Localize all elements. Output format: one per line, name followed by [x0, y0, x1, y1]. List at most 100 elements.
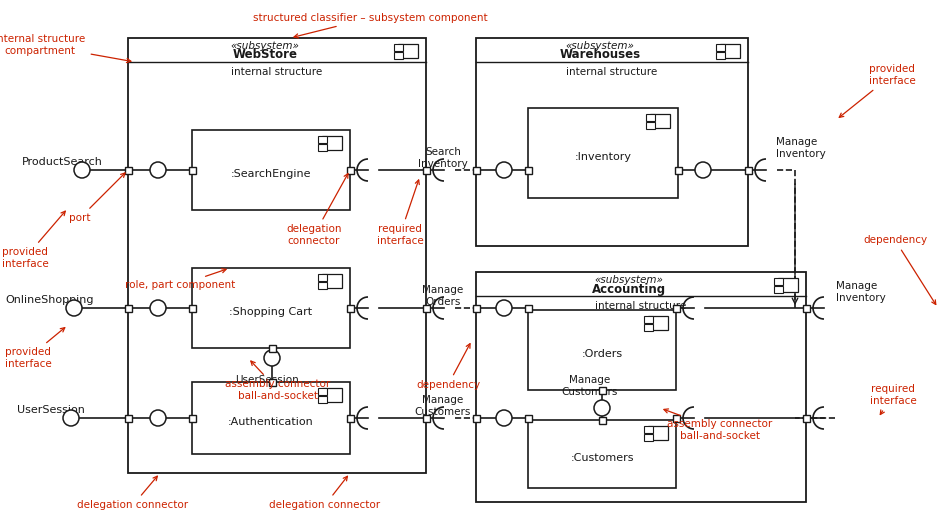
Bar: [128, 38, 426, 473]
Bar: [803, 415, 809, 421]
Bar: [716, 52, 725, 58]
Text: internal structure: internal structure: [231, 67, 322, 77]
Text: internal structure: internal structure: [567, 67, 658, 77]
Bar: [720, 44, 740, 58]
Bar: [192, 268, 350, 348]
Bar: [648, 426, 668, 440]
Bar: [318, 388, 327, 394]
Bar: [322, 388, 342, 402]
Text: provided
interface: provided interface: [839, 64, 916, 117]
Text: provided
interface: provided interface: [5, 328, 65, 369]
Bar: [347, 304, 353, 312]
Bar: [744, 167, 751, 173]
Text: Manage
Customers: Manage Customers: [562, 375, 619, 397]
Text: Manage
Inventory: Manage Inventory: [836, 281, 885, 303]
Bar: [644, 316, 653, 322]
Bar: [189, 304, 196, 312]
Bar: [124, 415, 132, 421]
Text: WebStore: WebStore: [232, 48, 297, 61]
Bar: [124, 304, 132, 312]
Text: :Customers: :Customers: [571, 453, 634, 463]
Text: :Orders: :Orders: [582, 349, 622, 359]
Text: Accounting: Accounting: [592, 282, 666, 295]
Bar: [644, 426, 653, 432]
Bar: [716, 43, 725, 51]
Bar: [774, 286, 783, 292]
Bar: [347, 167, 353, 173]
Bar: [774, 278, 783, 284]
Circle shape: [150, 300, 166, 316]
Bar: [192, 130, 350, 210]
Bar: [422, 167, 430, 173]
Bar: [644, 324, 653, 330]
Bar: [269, 378, 275, 386]
Bar: [528, 108, 678, 198]
Text: OnlineShopping: OnlineShopping: [6, 295, 94, 305]
Circle shape: [66, 300, 82, 316]
Circle shape: [63, 410, 79, 426]
Text: «subsystem»: «subsystem»: [230, 41, 300, 51]
Text: delegation connector: delegation connector: [270, 476, 381, 510]
Text: internal structure
compartment: internal structure compartment: [0, 34, 131, 63]
Bar: [192, 382, 350, 454]
Bar: [675, 167, 682, 173]
Bar: [394, 52, 403, 58]
Bar: [672, 304, 680, 312]
Bar: [599, 387, 605, 393]
Bar: [650, 114, 670, 128]
Bar: [318, 274, 327, 280]
Circle shape: [695, 162, 711, 178]
Text: UserSession: UserSession: [17, 405, 85, 415]
Circle shape: [496, 410, 512, 426]
Text: structured classifier – subsystem component: structured classifier – subsystem compon…: [253, 13, 487, 38]
Bar: [778, 278, 798, 292]
Bar: [473, 415, 479, 421]
Text: ProductSearch: ProductSearch: [22, 157, 102, 167]
Bar: [322, 136, 342, 150]
Bar: [672, 415, 680, 421]
Bar: [599, 416, 605, 424]
Text: «subsystem»: «subsystem»: [566, 41, 634, 51]
Bar: [525, 167, 531, 173]
Bar: [646, 121, 655, 129]
Text: Manage
Orders: Manage Orders: [422, 285, 463, 307]
Bar: [318, 135, 327, 143]
Circle shape: [496, 300, 512, 316]
Bar: [646, 114, 655, 120]
Bar: [644, 433, 653, 440]
Bar: [473, 167, 479, 173]
Bar: [322, 274, 342, 288]
Text: role, part component: role, part component: [125, 269, 235, 290]
Bar: [528, 310, 676, 390]
Bar: [422, 415, 430, 421]
Bar: [648, 316, 668, 330]
Bar: [318, 281, 327, 289]
Bar: [394, 43, 403, 51]
Text: Warehouses: Warehouses: [559, 48, 640, 61]
Bar: [528, 420, 676, 488]
Text: assembly connector
ball-and-socket: assembly connector ball-and-socket: [664, 409, 773, 441]
Bar: [476, 272, 806, 502]
Circle shape: [594, 400, 610, 416]
Bar: [189, 415, 196, 421]
Text: assembly connector
ball-and-socket: assembly connector ball-and-socket: [226, 361, 331, 401]
Text: :Shopping Cart: :Shopping Cart: [229, 307, 313, 317]
Text: delegation connector: delegation connector: [77, 476, 189, 510]
Circle shape: [264, 350, 280, 366]
Text: :Inventory: :Inventory: [574, 152, 632, 162]
Text: :SearchEngine: :SearchEngine: [230, 169, 311, 179]
Bar: [318, 143, 327, 151]
Bar: [803, 304, 809, 312]
Circle shape: [150, 162, 166, 178]
Text: :Authentication: :Authentication: [228, 417, 314, 427]
Bar: [398, 44, 418, 58]
Bar: [525, 304, 531, 312]
Text: provided
interface: provided interface: [2, 211, 65, 269]
Text: dependency: dependency: [863, 235, 935, 304]
Bar: [525, 415, 531, 421]
Bar: [124, 167, 132, 173]
Text: dependency: dependency: [415, 344, 480, 390]
Bar: [473, 304, 479, 312]
Text: internal structure: internal structure: [595, 301, 686, 311]
Bar: [476, 38, 748, 246]
